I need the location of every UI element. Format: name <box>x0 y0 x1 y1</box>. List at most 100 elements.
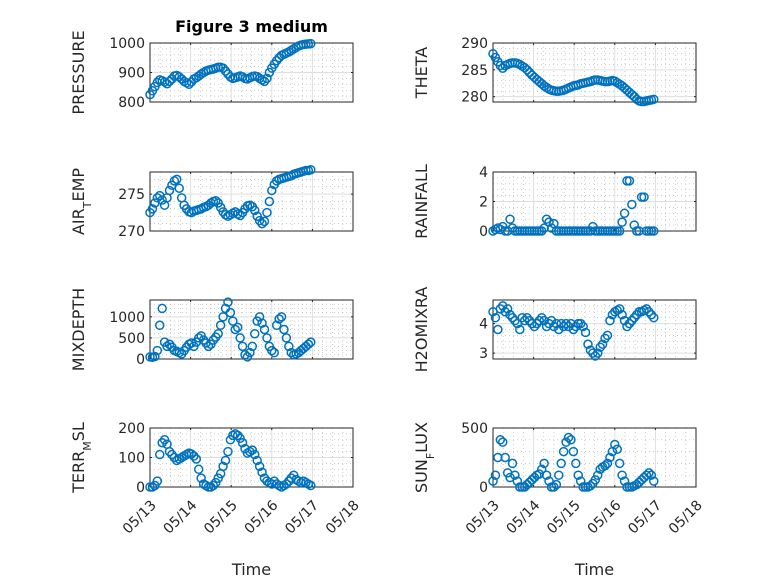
data-point <box>306 165 316 175</box>
data-point <box>164 185 175 196</box>
data-point <box>157 303 167 314</box>
axes-frame <box>492 299 697 360</box>
data-point <box>627 199 637 210</box>
data-point <box>529 321 540 332</box>
data-point <box>649 226 659 236</box>
data-point <box>641 304 652 314</box>
data-point <box>218 461 228 472</box>
data-point <box>649 94 659 105</box>
data-point <box>259 216 270 227</box>
data-point <box>602 330 613 341</box>
data-point <box>605 315 615 326</box>
data-point <box>152 193 163 203</box>
data-point <box>152 345 163 356</box>
data-point <box>267 345 277 356</box>
data-point <box>254 461 265 472</box>
data-point <box>259 76 270 87</box>
data-point <box>631 310 642 320</box>
data-point <box>157 438 167 448</box>
data-point <box>306 38 316 49</box>
y-tick-label: 270 <box>118 224 145 240</box>
data-point <box>522 312 532 323</box>
x-tick-label: 05/18 <box>323 497 363 537</box>
data-point <box>636 475 647 485</box>
data-point <box>575 476 586 486</box>
data-point <box>646 470 657 480</box>
panel-h2omixra: 3 4 H2OMIXRA <box>412 287 697 372</box>
data-point <box>592 470 603 480</box>
data-point <box>220 455 231 466</box>
data-point <box>164 76 175 87</box>
data-point <box>154 449 165 460</box>
data-point <box>232 430 243 441</box>
y-tick-label: 200 <box>118 421 145 437</box>
data-point <box>541 214 552 224</box>
data-point <box>600 333 610 344</box>
panel-rainfall: 0 2 4 RAINFALL <box>412 164 697 240</box>
data-point <box>303 339 314 349</box>
data-point <box>267 185 277 196</box>
data-point <box>546 315 557 326</box>
data-point <box>228 316 238 326</box>
data-point <box>225 307 236 318</box>
data-point <box>211 196 221 206</box>
data-point <box>536 312 547 323</box>
data-point <box>573 470 584 480</box>
data-point <box>174 72 184 82</box>
x-tick-label: 05/13 <box>120 497 160 537</box>
data-point <box>235 333 245 343</box>
data-point <box>563 432 574 443</box>
data-point <box>262 333 272 343</box>
x-tick-label: 05/15 <box>544 497 584 537</box>
data-point <box>612 444 622 454</box>
data-point <box>174 183 184 193</box>
data-point <box>558 446 569 457</box>
data-point <box>554 470 564 480</box>
data-point <box>162 78 172 89</box>
data-point <box>551 479 562 490</box>
data-point <box>164 446 175 457</box>
y-tick-label: 500 <box>461 421 488 437</box>
data-point <box>154 320 165 331</box>
data-point <box>602 458 613 469</box>
data-point <box>641 470 652 480</box>
data-point <box>257 467 267 477</box>
data-point <box>240 350 250 360</box>
data-point <box>276 312 287 322</box>
data-point <box>497 301 508 311</box>
data-point <box>536 226 547 236</box>
data-point <box>203 341 214 352</box>
data-point <box>510 470 520 480</box>
data-point <box>646 310 657 320</box>
data-point <box>592 348 603 358</box>
data-point <box>252 455 262 466</box>
y-tick-label: 100 <box>118 451 145 467</box>
data-point <box>152 476 163 486</box>
data-point <box>150 351 160 362</box>
panel-air-temp: 270 275 AIRTEMP <box>69 165 354 240</box>
data-point <box>578 321 588 332</box>
data-point <box>232 322 243 333</box>
data-point <box>561 318 571 329</box>
data-point <box>271 55 282 66</box>
data-point <box>247 341 258 352</box>
data-point <box>568 324 579 335</box>
data-point <box>500 307 510 317</box>
data-point <box>208 480 219 491</box>
data-point <box>583 339 593 349</box>
data-point <box>619 476 630 486</box>
y-tick-label: 3 <box>479 346 488 362</box>
data-point <box>193 333 204 343</box>
data-point <box>644 307 654 317</box>
data-point <box>279 324 289 335</box>
data-point <box>235 210 245 221</box>
data-point <box>575 318 586 329</box>
y-tick-label: 285 <box>461 63 488 79</box>
y-axis-label: SUNFLUX <box>412 422 437 493</box>
data-point <box>614 458 625 469</box>
data-point <box>634 477 644 488</box>
y-axis-label: RAINFALL <box>412 164 431 239</box>
y-axis-label: PRESSURE <box>69 30 88 114</box>
data-point <box>274 314 284 324</box>
